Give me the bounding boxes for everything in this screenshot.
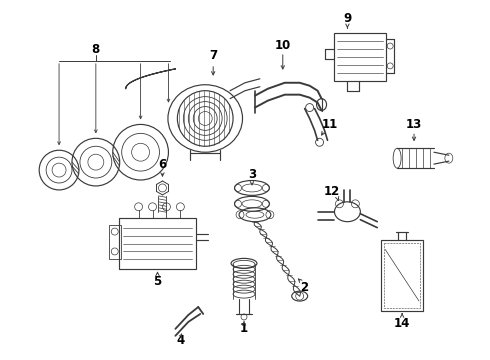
Text: 7: 7	[209, 49, 217, 63]
Text: 10: 10	[275, 39, 291, 51]
Text: 4: 4	[176, 334, 185, 347]
Text: 14: 14	[394, 318, 410, 330]
Text: 3: 3	[248, 167, 256, 181]
Text: 12: 12	[323, 185, 340, 198]
Text: 5: 5	[153, 275, 162, 288]
Text: 9: 9	[343, 12, 351, 25]
Text: 13: 13	[406, 118, 422, 131]
Text: 6: 6	[158, 158, 167, 171]
Text: 2: 2	[300, 281, 309, 294]
Text: 11: 11	[321, 118, 338, 131]
Text: 1: 1	[240, 322, 248, 336]
Text: 8: 8	[92, 42, 100, 55]
